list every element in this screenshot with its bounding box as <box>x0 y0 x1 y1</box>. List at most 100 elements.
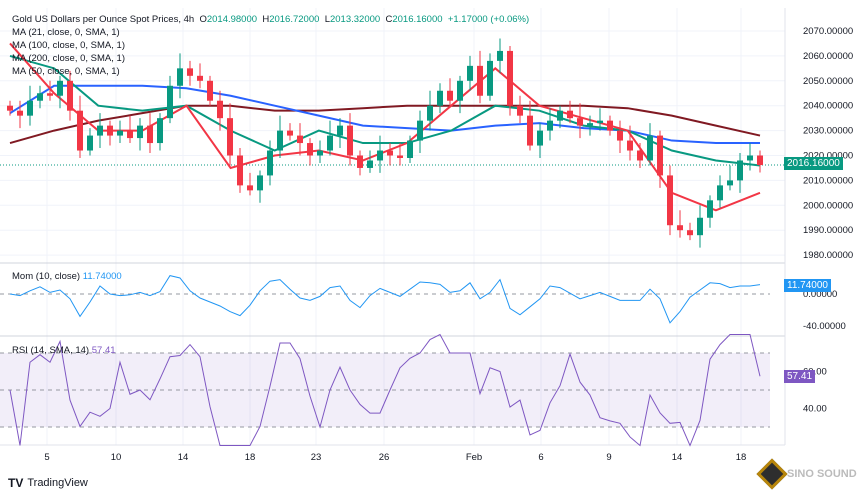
close-label: C <box>385 14 393 25</box>
candle-body <box>557 110 563 121</box>
candle-body <box>407 140 413 158</box>
candle-body <box>477 65 483 96</box>
ma200-line <box>9 104 761 145</box>
price-tick-label: 2010.00000 <box>803 175 853 186</box>
candle-body <box>167 85 173 119</box>
candle-body <box>677 225 683 231</box>
candle-body <box>707 200 713 218</box>
price-tick-label: 2070.00000 <box>803 26 853 37</box>
candle-body <box>727 180 733 186</box>
low-label: L <box>324 14 330 25</box>
ma50-legend[interactable]: MA (50, close, 0, SMA, 1) <box>12 66 120 77</box>
candle-body <box>467 65 473 81</box>
high-label: H <box>262 14 270 25</box>
candle-body <box>137 125 143 139</box>
high-value: 2016.72000 <box>269 14 320 25</box>
price-tick-label: 1990.00000 <box>803 225 853 236</box>
candle-body <box>377 150 383 161</box>
open-label: O <box>199 14 207 25</box>
candle-body <box>297 135 303 144</box>
rsi-tick-label: 40.00 <box>803 404 827 415</box>
diamond-logo-icon <box>756 458 788 490</box>
candle-body <box>527 115 533 146</box>
candle-body <box>317 150 323 156</box>
date-tick-label: 10 <box>111 452 122 463</box>
tradingview-brand[interactable]: TV TradingView <box>8 476 88 490</box>
candle-body <box>447 90 453 101</box>
candle-body <box>687 230 693 236</box>
candle-body <box>17 110 23 116</box>
candle-body <box>347 125 353 156</box>
date-tick-label: 9 <box>606 452 611 463</box>
candle-body <box>77 110 83 151</box>
open-value: 2014.98000 <box>206 14 258 25</box>
ma200-legend[interactable]: MA (200, close, 0, SMA, 1) <box>12 53 125 64</box>
candle-body <box>627 140 633 151</box>
candle-body <box>417 120 423 141</box>
date-tick-label: 14 <box>178 452 189 463</box>
candle-body <box>287 130 293 136</box>
candle-body <box>307 143 313 156</box>
change-value: +1.17000 (+0.06%) <box>447 14 530 25</box>
sino-sound-watermark: SINO SOUND <box>756 458 859 490</box>
candle-body <box>147 125 153 144</box>
date-tick-label: Feb <box>466 452 482 463</box>
candle-body <box>87 135 93 151</box>
mom-label: Mom (10, close) <box>12 271 81 282</box>
moving-averages <box>9 42 761 212</box>
rsi-label: RSI (14, SMA, 14) <box>12 345 90 356</box>
watermark-text: SINO SOUND <box>787 468 857 480</box>
candle-body <box>647 135 653 161</box>
price-tick-label: 2050.00000 <box>803 76 853 87</box>
candle-body <box>537 130 543 146</box>
candle-body <box>387 150 393 156</box>
candle-body <box>207 80 213 101</box>
candle-body <box>237 155 243 186</box>
candle-body <box>397 155 403 158</box>
candle-body <box>607 120 613 131</box>
ma100-legend[interactable]: MA (100, close, 0, SMA, 1) <box>12 40 125 51</box>
candle-body <box>197 75 203 81</box>
candle-body <box>157 118 163 144</box>
rsi-panel <box>9 333 761 447</box>
mom-legend-value: 11.74000 <box>82 271 122 282</box>
candle-body <box>27 100 33 116</box>
candle-body <box>47 93 53 96</box>
symbol-legend: Gold US Dollars per Ounce Spot Prices, 4… <box>12 14 529 25</box>
candle-body <box>267 150 273 176</box>
tradingview-logo-icon: TV <box>8 476 24 490</box>
axes: 2070.00000 2060.00000 2050.00000 2040.00000… <box>44 26 853 463</box>
candle-body <box>757 155 763 166</box>
candle-body <box>227 118 233 156</box>
candle-body <box>617 130 623 141</box>
price-tick-label: 2040.00000 <box>803 101 853 112</box>
candle-body <box>737 160 743 181</box>
date-tick-label: 6 <box>538 452 543 463</box>
ma21-legend[interactable]: MA (21, close, 0, SMA, 1) <box>12 27 120 38</box>
candle-body <box>367 160 373 168</box>
candle-body <box>7 105 13 111</box>
candle-body <box>117 130 123 136</box>
candle-body <box>277 130 283 151</box>
candle-body <box>697 217 703 236</box>
candle-body <box>337 125 343 136</box>
rsi-legend-value: 57.41 <box>91 345 116 356</box>
candle-body <box>177 68 183 86</box>
candle-body <box>67 80 73 111</box>
mom-legend[interactable]: Mom (10, close) 11.74000 <box>12 271 122 282</box>
candle-body <box>747 155 753 161</box>
rsi-legend[interactable]: RSI (14, SMA, 14) 57.41 <box>12 345 116 356</box>
candle-body <box>717 185 723 201</box>
candle-body <box>497 50 503 61</box>
rsi-badge: 57.41 <box>784 370 816 383</box>
ma100-line <box>9 84 760 145</box>
candle-body <box>457 80 463 101</box>
price-tick-label: 2000.00000 <box>803 200 853 211</box>
rsi-line <box>9 333 761 447</box>
candle-body <box>127 130 133 139</box>
candle-body <box>667 175 673 226</box>
candle-body <box>107 125 113 136</box>
candle-body <box>657 135 663 176</box>
candle-body <box>327 135 333 151</box>
